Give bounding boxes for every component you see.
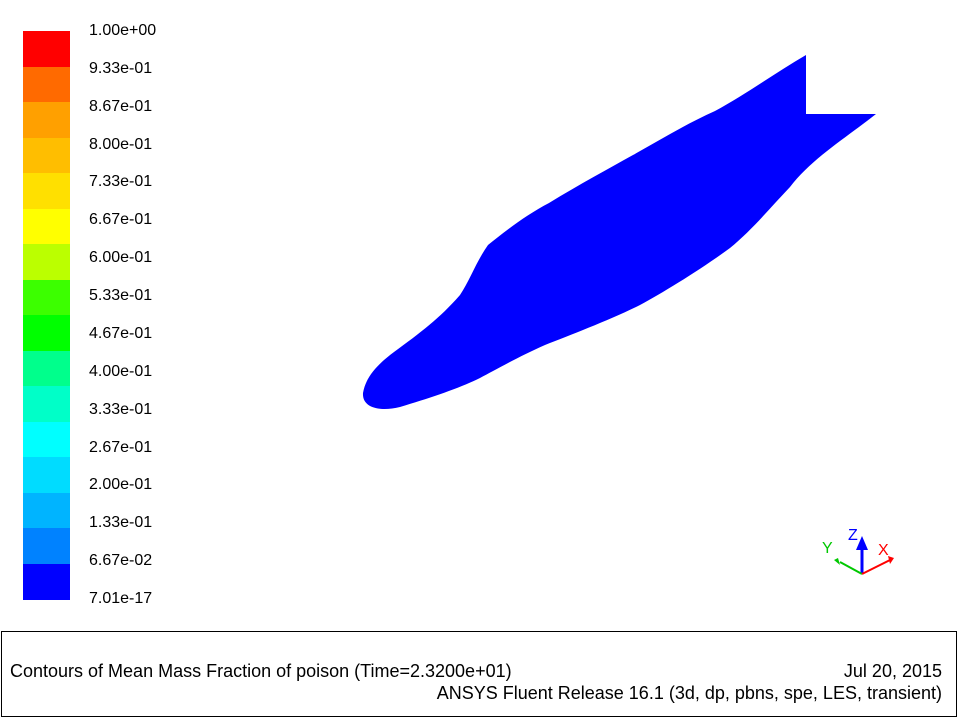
colormap-tick-label: 6.67e-02	[89, 552, 153, 570]
z-axis-label: Z	[848, 527, 858, 544]
colormap-tick-label: 6.67e-01	[89, 211, 153, 229]
colormap-tick-label: 2.67e-01	[89, 438, 153, 456]
x-axis-arrowhead	[888, 556, 894, 564]
y-axis-label: Y	[822, 540, 833, 557]
colormap-band	[23, 386, 70, 422]
z-axis-arrowhead	[856, 536, 868, 550]
colormap-band	[23, 102, 70, 138]
colormap-band	[23, 421, 70, 458]
axis-triad: Z Y X	[822, 527, 894, 575]
colormap-band	[23, 457, 70, 493]
colormap-band	[23, 492, 70, 529]
colormap-tick-label: 6.00e-01	[89, 249, 153, 267]
colormap-tick-label: 7.33e-01	[89, 173, 153, 191]
x-axis-line	[861, 559, 891, 575]
colormap-band	[23, 315, 70, 351]
colormap-tick-label: 9.33e-01	[89, 59, 153, 77]
colormap-tick-label: 1.33e-01	[89, 514, 153, 532]
y-axis-line	[839, 561, 863, 575]
colormap-band	[23, 66, 70, 103]
colormap-band	[23, 208, 70, 245]
title-box: Contours of Mean Mass Fraction of poison…	[1, 631, 957, 717]
colormap-band	[23, 528, 70, 564]
date-label: Jul 20, 2015	[843, 661, 942, 681]
contour-plot	[362, 55, 876, 410]
colormap-band	[23, 563, 70, 600]
colormap-tick-label: 3.33e-01	[89, 400, 153, 418]
colormap-tick-label: 4.00e-01	[89, 362, 153, 380]
colormap-tick-label: 8.67e-01	[89, 97, 153, 115]
colormap-tick-label: 1.00e+00	[89, 22, 157, 39]
x-axis-label: X	[878, 542, 889, 559]
colormap-tick-label: 7.01e-17	[89, 590, 153, 607]
plot-caption: Contours of Mean Mass Fraction of poison…	[10, 661, 512, 681]
colormap-band	[23, 350, 70, 387]
colormap-tick-label: 8.00e-01	[89, 135, 153, 153]
y-axis-arrowhead	[834, 558, 840, 565]
plume-contour-region	[362, 55, 876, 410]
colormap-band	[23, 31, 70, 67]
colormap-band	[23, 244, 70, 280]
colormap-legend	[23, 31, 70, 600]
colormap-tick-label: 4.67e-01	[89, 324, 153, 342]
colormap-band	[23, 173, 70, 209]
graphics-viewport[interactable]: Z Y X 1.00e+00 9.33e-01 8.67e-01 8.00e-01 7.…	[0, 0, 960, 628]
colormap-tick-label: 5.33e-01	[89, 287, 153, 305]
colormap-band	[23, 137, 70, 174]
colormap-tick-label: 2.00e-01	[89, 476, 153, 494]
release-label: ANSYS Fluent Release 16.1 (3d, dp, pbns,…	[436, 683, 942, 703]
colormap-band	[23, 279, 70, 316]
